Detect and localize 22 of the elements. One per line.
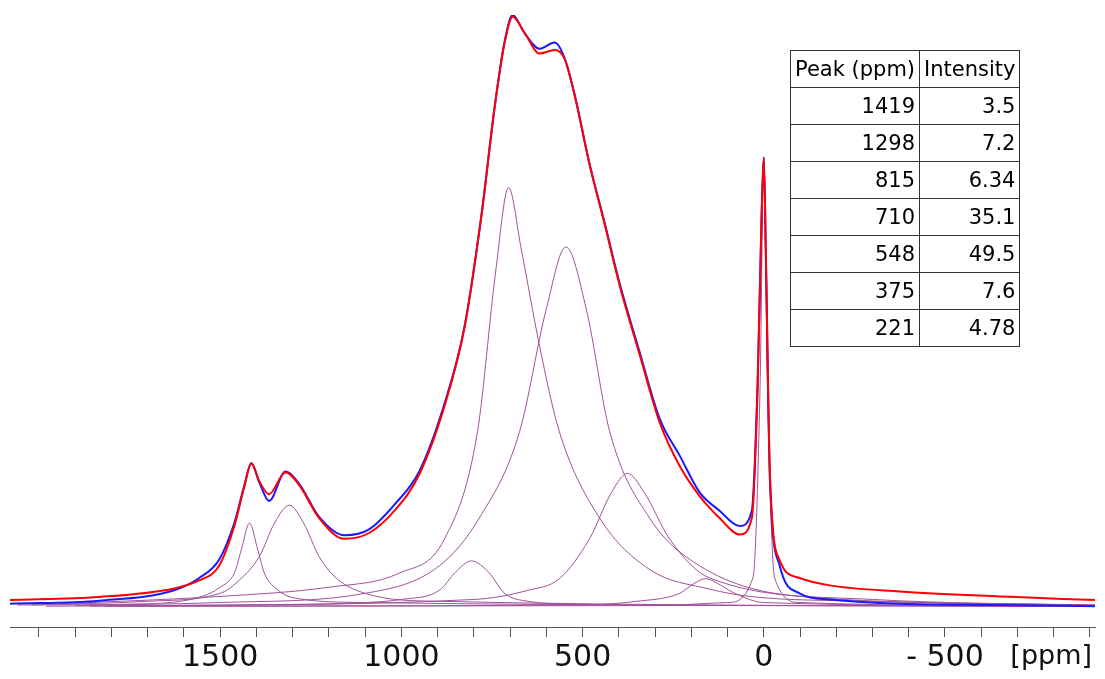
annotation: Peak (ppm)	[790, 50, 920, 88]
x-tick-label: 500	[553, 637, 612, 673]
annotation: 4.78	[919, 309, 1020, 347]
x-tick-label: 1500	[182, 637, 259, 673]
annotation: Intensity	[919, 50, 1020, 88]
x-tick-label: 0	[754, 637, 774, 673]
annotation: 375	[790, 272, 920, 310]
annotation: 7.2	[919, 124, 1020, 162]
annotation: 221	[790, 309, 920, 347]
annotation: 6.34	[919, 161, 1020, 199]
annotation: 815	[790, 161, 920, 199]
annotation: 710	[790, 198, 920, 236]
x-tick-label: 1000	[363, 637, 440, 673]
annotation: 35.1	[919, 198, 1020, 236]
x-tick-label: - 500	[906, 637, 984, 673]
annotation: 3.5	[919, 87, 1020, 125]
annotation: 49.5	[919, 235, 1020, 273]
annotation: 1298	[790, 124, 920, 162]
annotation: 548	[790, 235, 920, 273]
annotation: 7.6	[919, 272, 1020, 310]
x-axis-title: [ppm]	[1010, 639, 1092, 671]
annotation: 1419	[790, 87, 920, 125]
